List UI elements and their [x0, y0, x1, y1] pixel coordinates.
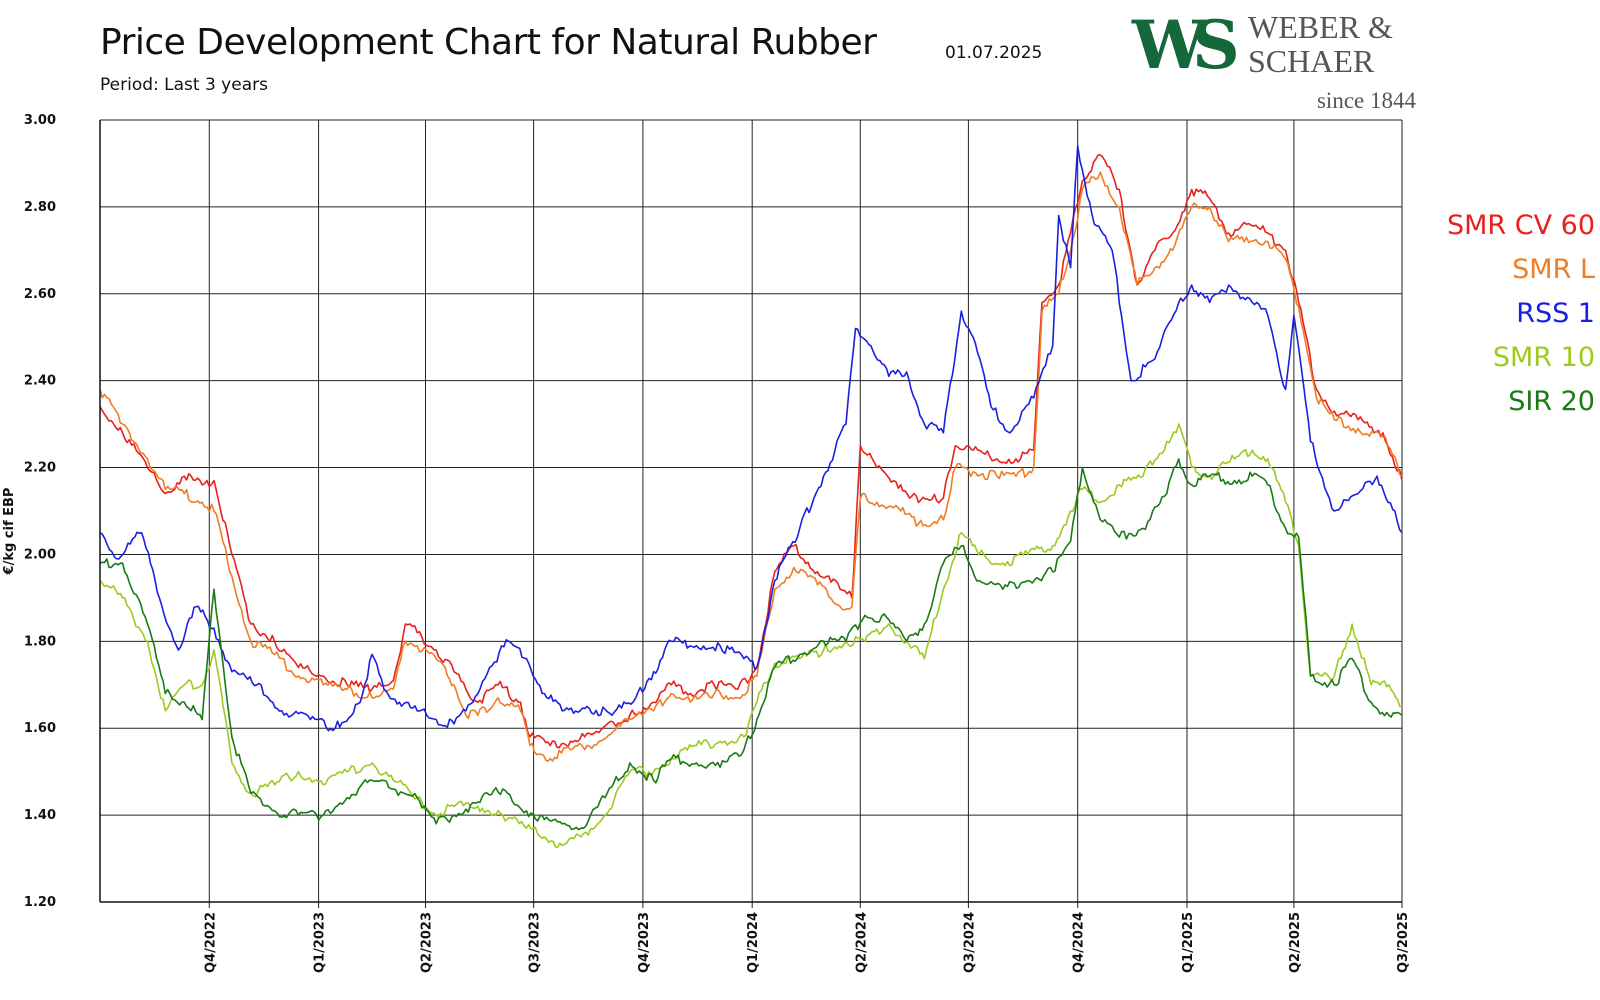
series-line-sir-20 [99, 458, 1403, 831]
series-line-smr-10 [99, 423, 1403, 848]
legend-item-sir-20: SIR 20 [1508, 386, 1595, 417]
chart-axes: 1.20 1.40 1.60 1.80 2.00 2.20 2.40 2.60 2.80 3.00… [2, 113, 1411, 973]
legend-item-smr-10: SMR 10 [1492, 342, 1595, 373]
y-tick-label: 3.00 [24, 113, 56, 128]
chart-title: Price Development Chart for Natural Rubb… [100, 22, 877, 63]
x-tick-label: Q4/2022 [203, 912, 218, 973]
legend-item-smr-l: SMR L [1512, 254, 1595, 285]
legend-item-rss-1: RSS 1 [1516, 298, 1595, 329]
x-tick-label: Q1/2023 [313, 912, 328, 973]
y-tick-label: 2.80 [24, 200, 56, 215]
y-tick-label: 1.80 [24, 634, 56, 649]
x-tick-label: Q3/2025 [1396, 912, 1411, 973]
x-tick-label: Q2/2023 [420, 912, 435, 973]
logo-since: since 1844 [1316, 88, 1416, 113]
x-tick-label: Q4/2023 [637, 912, 652, 973]
chart-grid [100, 119, 1403, 908]
y-tick-label: 1.20 [24, 895, 56, 910]
series-line-smr-cv-60 [99, 154, 1403, 749]
y-tick-label: 2.40 [24, 374, 56, 389]
x-tick-label: Q1/2025 [1181, 912, 1196, 973]
logo-name-line2: SCHAER [1248, 43, 1375, 79]
logo-company-name: WEBER & SCHAER [1248, 10, 1393, 78]
legend-item-smr-cv-60: SMR CV 60 [1446, 210, 1595, 241]
x-tick-label: Q3/2024 [962, 912, 977, 973]
logo-name-line1: WEBER & [1248, 9, 1393, 45]
y-tick-label: 1.40 [24, 808, 56, 823]
x-tick-label: Q2/2025 [1288, 912, 1303, 973]
y-tick-label: 2.20 [24, 461, 56, 476]
x-tick-label: Q3/2023 [528, 912, 543, 973]
x-tick-label: Q4/2024 [1072, 912, 1087, 973]
chart-period: Period: Last 3 years [100, 75, 268, 95]
y-axis-title: €/kg cif EBP [2, 488, 17, 576]
y-tick-label: 1.60 [24, 721, 56, 736]
series-line-rss-1 [99, 145, 1403, 732]
x-tick-label: Q1/2024 [746, 912, 761, 973]
y-tick-label: 2.00 [24, 547, 56, 562]
x-tick-label: Q2/2024 [854, 912, 869, 973]
chart-date: 01.07.2025 [945, 43, 1043, 63]
series-line-smr-l [99, 171, 1403, 763]
y-tick-label: 2.60 [24, 287, 56, 302]
company-logo: WS WEBER & SCHAER since 1844 [1132, 6, 1422, 116]
logo-monogram: WS [1132, 6, 1240, 84]
chart-series [99, 145, 1403, 848]
